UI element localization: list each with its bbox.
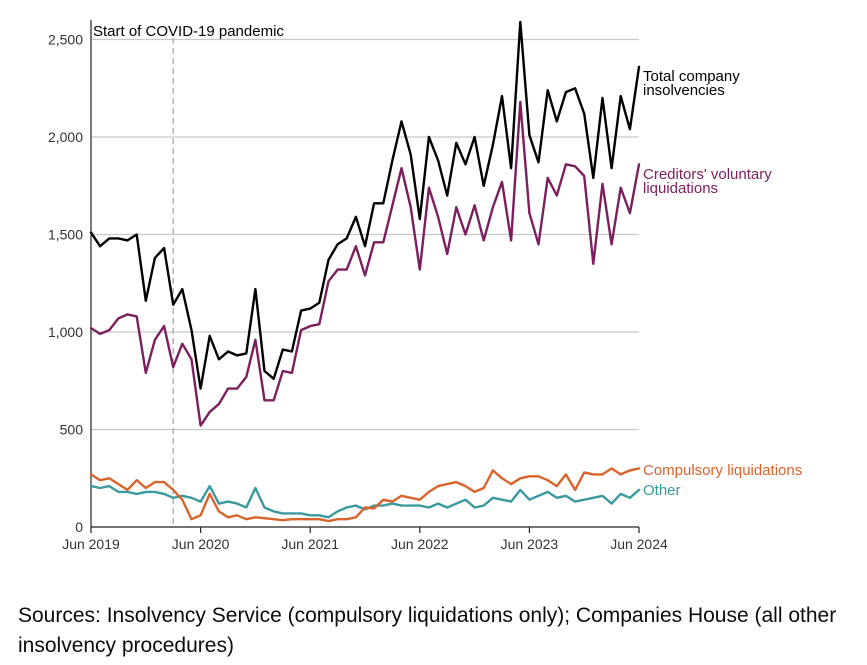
y-tick-label-2500: 2,500 [48, 32, 83, 48]
sources-note: Sources: Insolvency Service (compulsory … [18, 604, 837, 657]
series-line-compulsory-liquidations [89, 467, 641, 523]
x-tick-label-5: Jun 2024 [610, 536, 668, 552]
x-axis: Jun 2019 Jun 2020 Jun 2021 Jun 2022 Jun 2023… [62, 526, 668, 552]
x-tick-label-2: Jun 2021 [281, 536, 339, 552]
y-axis-ticks: 0 500 1,000 1,500 2,000 2,500 [48, 32, 83, 536]
series-label-creditors-voluntary-liquidations-0: Creditors' voluntary [643, 166, 772, 183]
gridlines [91, 38, 639, 431]
series-lines [89, 20, 641, 523]
series-line-creditors-voluntary-liquidations [89, 100, 641, 427]
x-tick-label-4: Jun 2023 [501, 536, 559, 552]
covid-annotation-label: Start of COVID-19 pandemic [93, 23, 284, 40]
y-tick-label-2000: 2,000 [48, 129, 83, 145]
x-tick-label-1: Jun 2020 [172, 536, 230, 552]
series-line-other [89, 484, 641, 519]
covid-annotation: Start of COVID-19 pandemic [93, 23, 284, 527]
series-line-total-company-insolvencies [89, 20, 641, 390]
line-chart: 0 500 1,000 1,500 2,000 2,500 Jun 2019 Jun 202… [48, 20, 802, 552]
series-label-total-company-insolvencies-1: insolvencies [643, 82, 725, 99]
series-label-other-0: Other [643, 482, 681, 499]
series-label-compulsory-liquidations-0: Compulsory liquidations [643, 462, 802, 479]
y-tick-label-0: 0 [75, 519, 83, 535]
series-label-total-company-insolvencies-0: Total company [643, 68, 740, 85]
series-label-creditors-voluntary-liquidations-1: liquidations [643, 180, 718, 197]
y-tick-label-500: 500 [60, 422, 84, 438]
x-tick-label-3: Jun 2022 [391, 536, 449, 552]
x-tick-label-0: Jun 2019 [62, 536, 120, 552]
y-tick-label-1000: 1,000 [48, 324, 83, 340]
y-tick-label-1500: 1,500 [48, 227, 83, 243]
